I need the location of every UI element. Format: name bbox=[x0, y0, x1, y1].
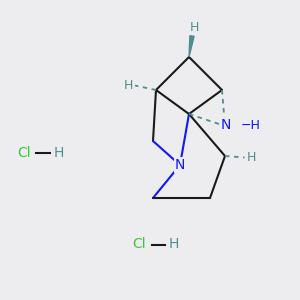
Text: H: H bbox=[190, 21, 199, 34]
Polygon shape bbox=[189, 36, 194, 57]
Text: −H: −H bbox=[241, 119, 261, 132]
Text: N: N bbox=[221, 118, 231, 132]
Text: Cl: Cl bbox=[17, 146, 31, 160]
Text: H: H bbox=[246, 151, 256, 164]
Text: H: H bbox=[169, 238, 179, 251]
Text: H: H bbox=[53, 146, 64, 160]
Text: Cl: Cl bbox=[133, 238, 146, 251]
Text: H: H bbox=[124, 79, 133, 92]
Text: N: N bbox=[175, 158, 185, 172]
